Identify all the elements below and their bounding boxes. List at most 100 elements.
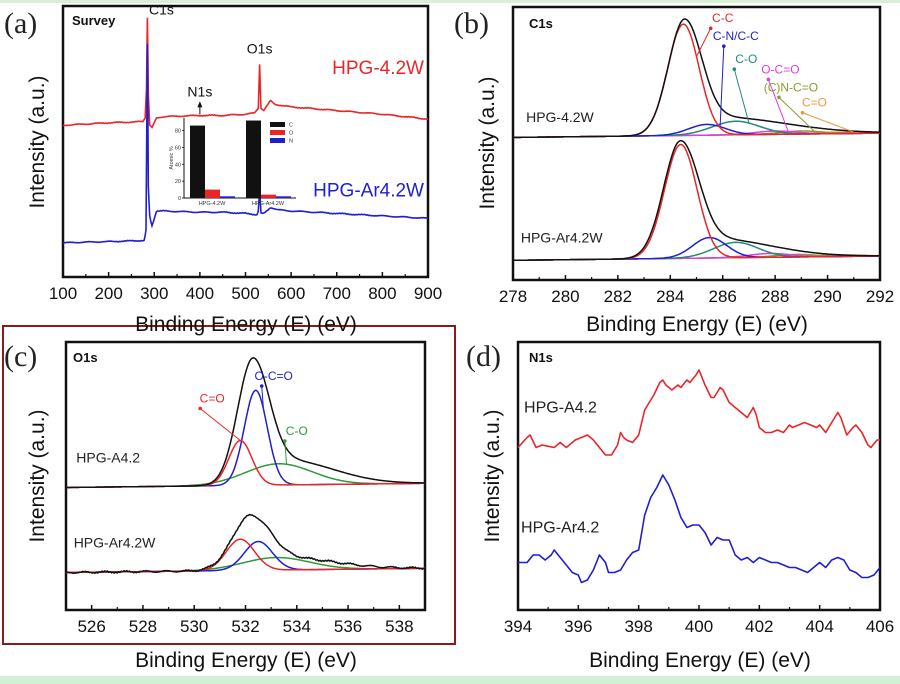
inset-bar-o xyxy=(261,194,276,198)
series-label: HPG-4.2W xyxy=(332,58,424,79)
component-label: C-C xyxy=(712,11,734,25)
x-axis-title: Binding Energy (E) (eV) xyxy=(586,313,808,336)
component-label: C-O xyxy=(735,52,757,66)
component-label: O-C=O xyxy=(761,62,799,76)
panel-tag: Survey xyxy=(72,13,116,28)
x-tick-label: 288 xyxy=(761,287,789,306)
x-tick-label: 398 xyxy=(624,617,652,636)
x-tick-label: 534 xyxy=(283,617,311,636)
annotation-arrow xyxy=(802,112,854,133)
x-tick-label: 100 xyxy=(49,284,77,303)
panel-tag: O1s xyxy=(73,350,98,365)
annotation-arrowhead xyxy=(766,77,771,82)
annotation-arrow xyxy=(284,440,288,465)
component-label: C=O xyxy=(200,392,225,406)
inset-category-label: HPG-4.2W xyxy=(199,201,226,207)
peak-label: C1s xyxy=(149,1,174,17)
inset-y-tick-label: 60 xyxy=(175,145,181,151)
peak-label: N1s xyxy=(187,83,212,99)
sample-label: HPG-Ar4.2 xyxy=(521,520,599,537)
x-tick-label: 286 xyxy=(709,287,737,306)
inset-y-tick-label: 40 xyxy=(175,162,181,168)
x-tick-label: 402 xyxy=(745,617,773,636)
annotation-arrowhead xyxy=(197,101,203,108)
inset-category-label: HPG-Ar4.2W xyxy=(252,201,285,207)
x-tick-label: 404 xyxy=(805,617,833,636)
y-axis-title: Intensity (a.u.) xyxy=(26,75,49,208)
annotation-arrow xyxy=(696,28,712,57)
x-tick-label: 538 xyxy=(385,617,413,636)
x-tick-label: 536 xyxy=(334,617,362,636)
plot-frame xyxy=(516,340,882,612)
inset-legend-label: C xyxy=(289,123,293,129)
panel-tag: C1s xyxy=(529,16,553,31)
inset-y-tick-label: 20 xyxy=(175,179,181,185)
spectrum-line-hpg-ar4.2 xyxy=(518,474,881,584)
annotation-arrow xyxy=(261,385,264,410)
x-tick-label: 284 xyxy=(656,287,684,306)
inset-legend-swatch xyxy=(270,130,285,135)
inset-bar-c xyxy=(246,120,261,198)
x-tick-label: 400 xyxy=(685,617,713,636)
inset-bar-n xyxy=(276,196,291,198)
panel-tag: N1s xyxy=(529,350,553,365)
x-tick-label: 530 xyxy=(180,617,208,636)
x-tick-label: 528 xyxy=(129,617,157,636)
annotation-arrowhead xyxy=(722,44,726,48)
y-axis-title: Intensity (a.u.) xyxy=(476,76,499,209)
panel-letter: (b) xyxy=(454,7,489,40)
component-label: C-N/C-C xyxy=(713,29,759,43)
fit-curve-envelope xyxy=(66,357,425,489)
series-label: HPG-Ar4.2W xyxy=(313,180,424,201)
inset-legend-label: N xyxy=(289,139,293,145)
spectrum-line-hpg-4.2w xyxy=(62,17,429,129)
x-tick-label: 900 xyxy=(414,284,442,303)
annotation-arrowhead xyxy=(800,110,805,115)
x-axis-title: Binding Energy (E) (eV) xyxy=(589,649,811,672)
x-tick-label: 200 xyxy=(94,284,122,303)
panel-letter: (c) xyxy=(4,340,37,373)
x-tick-label: 300 xyxy=(140,284,168,303)
fit-curve-envelope xyxy=(513,139,880,262)
x-tick-label: 278 xyxy=(499,287,527,306)
annotation-arrow xyxy=(199,408,241,441)
sample-label: HPG-Ar4.2W xyxy=(74,535,156,551)
inset-bar-c xyxy=(190,125,205,198)
top-band xyxy=(0,0,900,3)
x-tick-label: 500 xyxy=(231,284,259,303)
y-axis-title: Intensity (a.u.) xyxy=(481,409,504,542)
spectrum-line-hpg-ar4.2w xyxy=(62,43,429,244)
spectrum-line-hpg-a4.2 xyxy=(517,369,880,456)
inset-legend-swatch xyxy=(270,138,285,143)
panel-b: (b) C1s Binding Energy (E) (eV) Intensit… xyxy=(454,5,894,336)
component-label: O-C=O xyxy=(255,369,293,383)
x-tick-label: 394 xyxy=(504,617,532,636)
annotation-arrow xyxy=(719,46,725,127)
annotation-arrow xyxy=(733,69,750,124)
x-tick-label: 600 xyxy=(277,284,305,303)
x-axis-title: Binding Energy (E) (eV) xyxy=(135,313,357,336)
annotation-arrowhead xyxy=(732,67,737,71)
annotation-arrowhead xyxy=(282,439,287,443)
component-label: (C)N-C=O xyxy=(764,80,818,94)
x-tick-label: 292 xyxy=(866,287,894,306)
fit-curve-envelope xyxy=(65,513,426,575)
annotation-arrow xyxy=(778,96,815,132)
panel-c-highlight-box xyxy=(2,325,456,645)
plot-frame xyxy=(64,340,427,612)
x-tick-label: 280 xyxy=(551,287,579,306)
x-tick-label: 400 xyxy=(186,284,214,303)
panel-letter: (a) xyxy=(4,7,37,40)
sample-label: HPG-A4.2 xyxy=(524,400,597,417)
inset-bar-chart: 0 20 40 60 80 Atomic % HPG-4.2W HPG-Ar4.2W CON xyxy=(169,118,296,207)
x-tick-label: 700 xyxy=(323,284,351,303)
annotation-arrow xyxy=(767,79,789,132)
x-axis-title: Binding Energy (E) (eV) xyxy=(135,649,357,672)
plot-frame xyxy=(61,4,430,279)
sample-label: HPG-A4.2 xyxy=(76,450,140,466)
annotation-arrowhead xyxy=(777,95,781,100)
x-tick-label: 406 xyxy=(866,617,894,636)
x-tick-label: 396 xyxy=(564,617,592,636)
inset-bar-o xyxy=(205,189,220,198)
